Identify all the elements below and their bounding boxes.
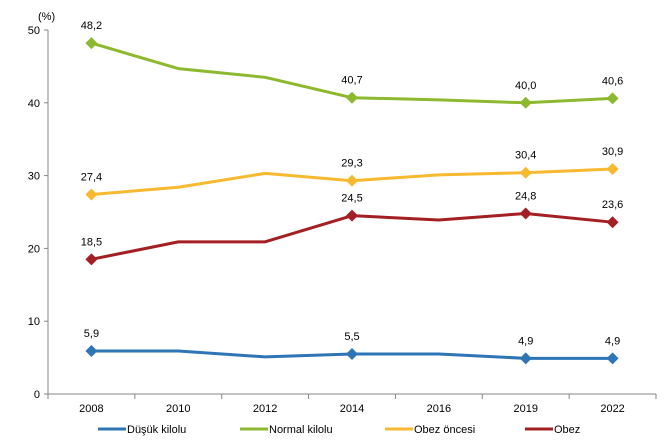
data-label: 4,9 [518, 335, 533, 347]
data-label: 40,6 [602, 75, 623, 87]
y-unit-label: (%) [38, 11, 55, 23]
data-label: 27,4 [81, 172, 102, 184]
x-tick-label: 2008 [79, 403, 103, 415]
y-tick-label: 20 [28, 243, 40, 255]
data-label: 30,4 [515, 150, 536, 162]
data-point-marker [519, 166, 532, 179]
legend-item: Obez öncesi [385, 424, 475, 436]
data-point-marker [346, 209, 358, 222]
x-tick-label: 2010 [166, 403, 190, 415]
x-tick-label: 2019 [513, 403, 537, 415]
data-point-marker [346, 91, 358, 104]
y-tick-label: 10 [28, 316, 40, 328]
data-label: 40,7 [341, 75, 362, 87]
data-label: 40,0 [515, 80, 536, 92]
data-label: 23,6 [602, 199, 623, 211]
series-obez-ncesi: 27,4 29,3 30,4 30,9 [81, 146, 623, 201]
legend-label: Obez öncesi [414, 424, 475, 436]
legend-label: Obez [554, 424, 580, 436]
data-point-marker [85, 188, 98, 201]
data-point-marker [85, 37, 98, 50]
data-label: 24,8 [515, 190, 536, 202]
y-tick-label: 30 [28, 171, 40, 183]
data-label: 4,9 [605, 335, 620, 347]
data-point-marker [519, 96, 532, 109]
x-tick-label: 2014 [340, 403, 364, 415]
series-d-k-kilolu: 5,9 5,5 4,9 4,9 [84, 328, 620, 365]
y-tick-label: 50 [28, 25, 40, 37]
data-label: 24,5 [341, 193, 362, 205]
series-layer: 5,9 5,5 4,9 4,9 48,2 40,7 40,0 40,6 27,4 29,3 30,4… [81, 20, 623, 365]
data-point-marker [606, 163, 619, 176]
data-point-marker [606, 352, 619, 365]
data-point-marker [519, 352, 532, 365]
x-tick-label: 2016 [427, 403, 451, 415]
data-label: 29,3 [341, 158, 362, 170]
data-point-marker [519, 207, 532, 220]
data-point-marker [85, 253, 98, 266]
data-point-marker [346, 174, 358, 187]
series-normal-kilolu: 48,2 40,7 40,0 40,6 [81, 20, 623, 109]
legend-item: Düşük kilolu [98, 424, 186, 436]
legend-item: Normal kilolu [240, 424, 333, 436]
legend-label: Düşük kilolu [127, 424, 186, 436]
x-tick-label: 2022 [600, 403, 624, 415]
legend-item: Obez [525, 424, 580, 436]
axes: 0 10 20 30 40 50 2008 2010 2012 2014 2016 2019 2022 [28, 25, 657, 415]
data-label: 48,2 [81, 20, 102, 32]
y-tick-label: 0 [34, 389, 40, 401]
data-point-marker [606, 92, 619, 105]
data-label: 5,9 [84, 328, 99, 340]
data-label: 5,5 [344, 331, 359, 343]
data-label: 30,9 [602, 146, 623, 158]
data-point-marker [85, 345, 98, 358]
series-obez: 18,5 24,5 24,8 23,6 [81, 190, 623, 266]
y-tick-label: 40 [28, 98, 40, 110]
data-point-marker [606, 216, 619, 229]
legend: Düşük kilolu Normal kilolu Obez öncesi Obez [98, 424, 580, 436]
data-label: 18,5 [81, 236, 102, 248]
legend-label: Normal kilolu [269, 424, 333, 436]
data-point-marker [346, 347, 358, 360]
x-tick-label: 2012 [253, 403, 277, 415]
